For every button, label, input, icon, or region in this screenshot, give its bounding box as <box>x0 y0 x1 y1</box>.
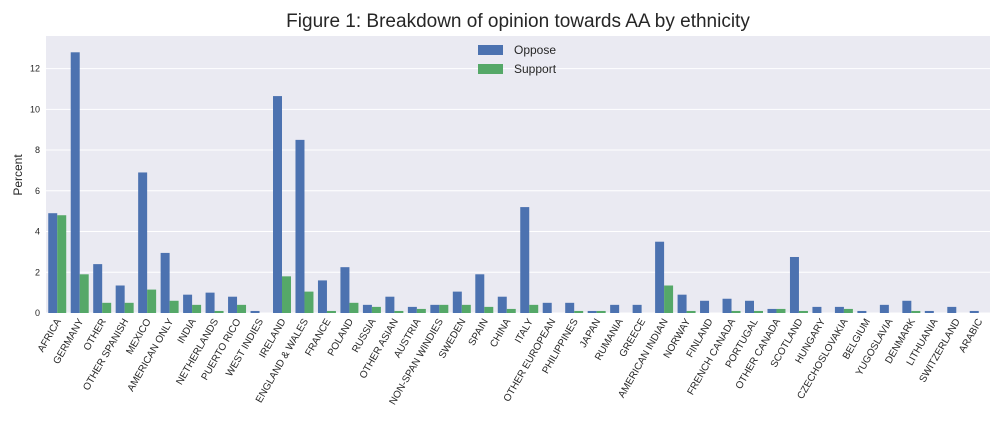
y-tick-label: 4 <box>35 227 40 237</box>
y-tick-label: 12 <box>30 64 40 74</box>
bar-support-14 <box>371 306 381 313</box>
bar-oppose-5 <box>160 252 170 313</box>
y-axis-label: Percent <box>11 154 25 196</box>
bar-oppose-12 <box>317 280 327 313</box>
bar-oppose-13 <box>340 267 350 313</box>
bar-oppose-4 <box>138 172 148 313</box>
x-tick-label: SPAIN <box>467 317 491 348</box>
bar-oppose-24 <box>587 310 597 313</box>
grid <box>46 68 990 314</box>
bar-oppose-17 <box>430 304 440 313</box>
bar-oppose-16 <box>407 306 417 313</box>
bar-support-6 <box>192 304 202 313</box>
y-tick-label: 2 <box>35 267 40 277</box>
y-tick-label: 8 <box>35 145 40 155</box>
y-axis: 0 2 4 6 8 10 12 <box>30 64 40 318</box>
bar-support-35 <box>843 308 853 313</box>
legend-label-support: Support <box>514 62 557 76</box>
bar-support-27 <box>664 285 674 313</box>
bar-support-21 <box>529 304 539 313</box>
bar-support-11 <box>304 291 314 313</box>
bar-oppose-37 <box>879 304 889 313</box>
bar-support-30 <box>731 310 741 313</box>
bar-oppose-36 <box>857 310 867 313</box>
bar-support-28 <box>686 310 696 313</box>
x-tick-label: ITALY <box>513 317 536 346</box>
x-tick-label: INDIA <box>176 317 199 346</box>
x-tick-label: OTHER SPANISH <box>81 317 131 393</box>
bar-support-24 <box>596 310 606 313</box>
bar-support-0 <box>57 215 67 313</box>
bar-support-20 <box>506 308 516 313</box>
bar-support-33 <box>798 310 808 313</box>
legend: Oppose Support <box>478 43 557 76</box>
bar-support-10 <box>282 276 291 313</box>
bar-support-16 <box>416 308 426 313</box>
legend-swatch-oppose <box>478 45 503 55</box>
plot-area <box>46 36 990 313</box>
bar-oppose-25 <box>610 304 620 313</box>
y-tick-label: 6 <box>35 186 40 196</box>
bar-support-32 <box>776 308 786 313</box>
x-tick-label: CHINA <box>488 317 513 350</box>
bar-oppose-15 <box>385 296 395 313</box>
bar-oppose-3 <box>115 285 125 313</box>
bar-oppose-14 <box>362 304 372 313</box>
bar-support-38 <box>911 310 921 313</box>
bar-oppose-9 <box>250 310 260 313</box>
bar-support-4 <box>147 289 157 313</box>
bar-oppose-41 <box>969 310 979 313</box>
bars <box>48 52 979 313</box>
bar-support-13 <box>349 302 359 313</box>
bar-oppose-6 <box>183 294 193 313</box>
bar-support-18 <box>461 304 471 313</box>
bar-support-15 <box>394 310 404 313</box>
bar-oppose-34 <box>812 306 822 313</box>
bar-support-31 <box>754 310 763 313</box>
bar-support-1 <box>79 274 89 313</box>
bar-support-8 <box>237 304 247 313</box>
legend-label-oppose: Oppose <box>514 43 556 57</box>
bar-oppose-27 <box>655 241 665 313</box>
bar-oppose-22 <box>542 302 552 313</box>
bar-oppose-7 <box>205 292 215 313</box>
chart-title: Figure 1: Breakdown of opinion towards A… <box>286 11 750 32</box>
bar-oppose-28 <box>677 294 687 313</box>
bar-oppose-11 <box>295 139 305 313</box>
bar-oppose-20 <box>497 296 507 313</box>
bar-oppose-8 <box>228 296 238 313</box>
bar-oppose-23 <box>565 302 575 313</box>
y-tick-label: 10 <box>30 104 40 114</box>
bar-oppose-18 <box>452 291 462 313</box>
bar-oppose-38 <box>902 300 912 313</box>
bar-oppose-39 <box>924 310 934 313</box>
bar-support-7 <box>214 310 224 313</box>
bar-support-12 <box>326 310 336 313</box>
bar-support-19 <box>484 306 494 313</box>
bar-oppose-35 <box>834 306 844 313</box>
bar-support-5 <box>169 300 179 313</box>
bar-oppose-19 <box>475 274 485 313</box>
bar-oppose-0 <box>48 213 58 313</box>
bar-support-3 <box>124 302 134 313</box>
bar-oppose-26 <box>632 304 642 313</box>
bar-oppose-31 <box>745 300 754 313</box>
y-tick-label: 0 <box>35 308 40 318</box>
legend-swatch-support <box>478 64 503 74</box>
bar-support-23 <box>574 310 584 313</box>
bar-oppose-30 <box>722 298 732 313</box>
bar-support-2 <box>102 302 112 313</box>
bar-oppose-40 <box>947 306 957 313</box>
bar-oppose-2 <box>93 264 103 313</box>
bar-oppose-32 <box>767 308 777 313</box>
bar-oppose-1 <box>70 52 80 313</box>
bar-support-17 <box>439 304 449 313</box>
bar-oppose-21 <box>520 207 530 313</box>
bar-oppose-33 <box>789 256 799 313</box>
bar-oppose-29 <box>700 300 710 313</box>
bar-oppose-10 <box>273 96 282 313</box>
